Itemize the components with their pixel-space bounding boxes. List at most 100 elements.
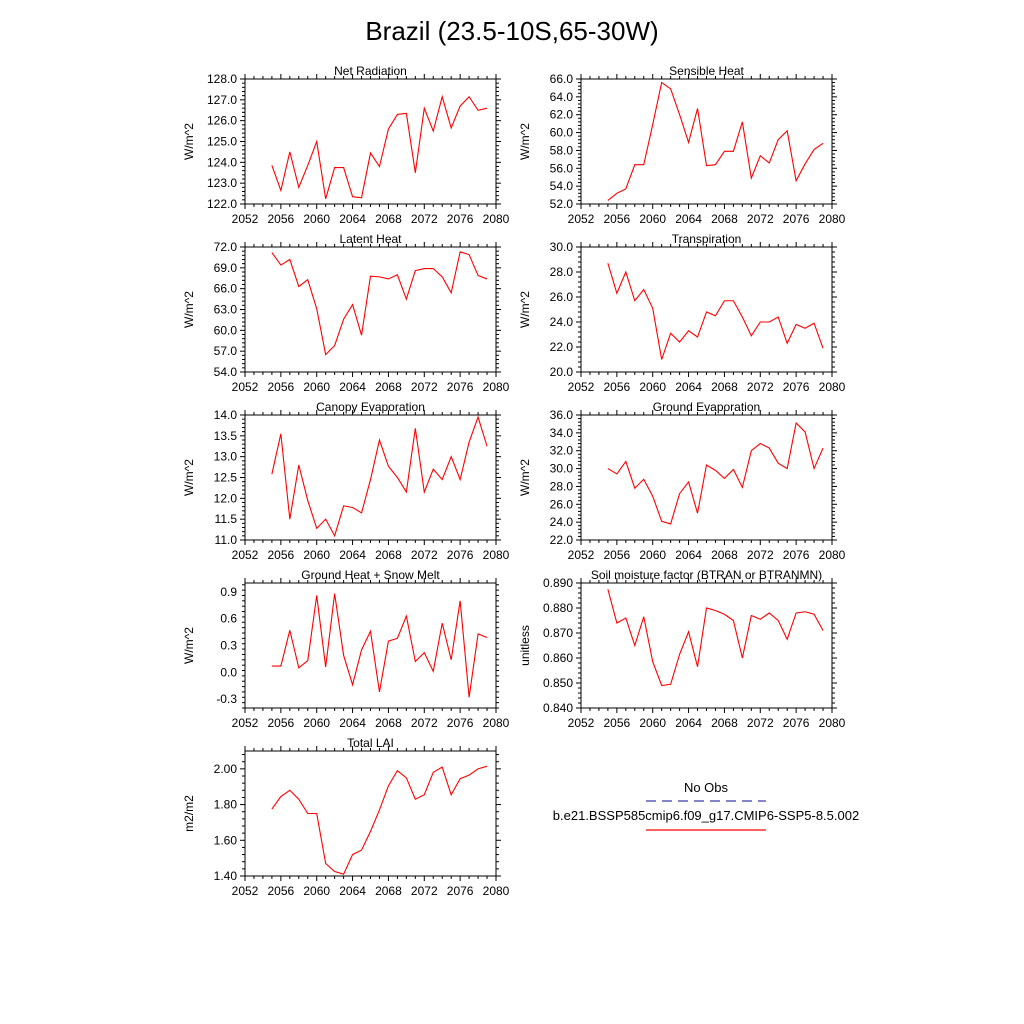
x-tick-label: 2056 [268, 212, 295, 226]
x-tick-label: 2056 [604, 212, 631, 226]
y-tick-label: 1.40 [214, 869, 238, 883]
x-tick-label: 2080 [819, 212, 846, 226]
x-tick-label: 2064 [675, 548, 702, 562]
x-tick-label: 2052 [232, 884, 259, 898]
y-tick-label: 2.00 [214, 762, 238, 776]
x-tick-label: 2052 [568, 548, 595, 562]
plot-frame-ground-heat-snow-melt [244, 582, 497, 709]
y-tick-label: 0.880 [543, 601, 573, 615]
panel-title-transpiration: Transpiration [672, 232, 742, 246]
x-tick-label: 2076 [447, 380, 474, 394]
plot-frame-soil-moisture-factor-btran-or-btranmn [580, 582, 833, 709]
y-tick-label: 69.0 [214, 261, 238, 275]
y-tick-label: 12.0 [214, 491, 238, 505]
y-tick-label: 54.0 [550, 179, 574, 193]
x-tick-label: 2052 [232, 548, 259, 562]
x-tick-label: 2060 [639, 548, 666, 562]
x-tick-label: 2064 [339, 380, 366, 394]
x-tick-label: 2060 [303, 380, 330, 394]
x-tick-label: 2080 [819, 716, 846, 730]
panel-title-sensible-heat: Sensible Heat [669, 64, 744, 78]
x-tick-label: 2060 [639, 212, 666, 226]
y-tick-label: 13.5 [214, 429, 238, 443]
y-tick-label: 22.0 [550, 533, 574, 547]
x-tick-label: 2068 [375, 380, 402, 394]
plot-frame-latent-heat [244, 246, 497, 373]
legend-label-model: b.e21.BSSP585cmip6.f09_g17.CMIP6-SSP5-8.… [553, 808, 859, 823]
x-tick-label: 2072 [411, 212, 438, 226]
y-tick-label: 28.0 [550, 479, 574, 493]
x-tick-label: 2076 [783, 716, 810, 730]
y-tick-label: 60.0 [214, 323, 238, 337]
y-tick-label: 0.870 [543, 626, 573, 640]
chart-panel-ground-heat-snow-melt: Ground Heat + Snow Melt 2052 2056 2060 2064 2… [182, 568, 510, 730]
y-tick-label: 12.5 [214, 471, 238, 485]
x-tick-label: 2072 [411, 716, 438, 730]
series-line-transpiration [607, 263, 824, 360]
x-tick-label: 2060 [639, 716, 666, 730]
y-tick-label: 57.0 [214, 344, 238, 358]
panel-title-net-radiation: Net Radiation [334, 64, 407, 78]
x-tick-label: 2068 [375, 548, 402, 562]
x-tick-label: 2072 [747, 548, 774, 562]
figure-title: Brazil (23.5-10S,65-30W) [365, 16, 658, 46]
series-line-soil-moisture-factor-btran-or-btranmn [607, 589, 824, 687]
y-axis-label-net-radiation: W/m^2 [182, 123, 196, 160]
series-line-latent-heat [271, 251, 488, 356]
y-tick-label: 64.0 [550, 90, 574, 104]
panel-title-soil-moisture-factor-btran-or-btranmn: Soil moisture factor (BTRAN or BTRANMN) [591, 568, 822, 582]
y-tick-label: 0.850 [543, 676, 573, 690]
x-tick-label: 2076 [447, 548, 474, 562]
x-tick-label: 2052 [232, 380, 259, 394]
x-tick-label: 2072 [747, 212, 774, 226]
chart-panel-sensible-heat: Sensible Heat 2052 2056 2060 2064 2068 2072 207… [518, 64, 846, 226]
y-tick-label: 1.80 [214, 798, 238, 812]
y-tick-label: 56.0 [550, 161, 574, 175]
y-tick-label: 13.0 [214, 450, 238, 464]
x-tick-label: 2056 [268, 884, 295, 898]
y-tick-label: 32.0 [550, 444, 574, 458]
x-tick-label: 2076 [783, 380, 810, 394]
y-axis-label-latent-heat: W/m^2 [182, 291, 196, 328]
x-tick-label: 2064 [339, 716, 366, 730]
y-tick-label: -0.3 [216, 692, 237, 706]
y-tick-label: 24.0 [550, 515, 574, 529]
legend-label-no-obs: No Obs [684, 780, 729, 795]
x-tick-label: 2068 [375, 716, 402, 730]
x-tick-label: 2080 [483, 212, 510, 226]
y-tick-label: 60.0 [550, 126, 574, 140]
x-tick-label: 2076 [783, 548, 810, 562]
x-tick-label: 2076 [447, 212, 474, 226]
y-tick-label: 34.0 [550, 426, 574, 440]
series-line-total-lai [271, 765, 488, 875]
x-tick-label: 2072 [411, 884, 438, 898]
x-tick-label: 2068 [711, 548, 738, 562]
panels-group: Net Radiation 2052 2056 2060 2064 2068 2072 207… [182, 64, 846, 898]
x-tick-label: 2060 [639, 380, 666, 394]
panel-title-ground-evaporation: Ground Evaporation [653, 400, 760, 414]
x-tick-label: 2068 [375, 212, 402, 226]
x-tick-label: 2072 [411, 380, 438, 394]
y-tick-label: 0.9 [220, 585, 237, 599]
y-tick-label: 124.0 [207, 155, 237, 169]
x-tick-label: 2072 [411, 548, 438, 562]
y-tick-label: 22.0 [550, 340, 574, 354]
x-tick-label: 2080 [483, 716, 510, 730]
x-tick-label: 2060 [303, 548, 330, 562]
x-tick-label: 2064 [675, 212, 702, 226]
chart-panel-net-radiation: Net Radiation 2052 2056 2060 2064 2068 2072 207… [182, 64, 510, 226]
y-axis-label-sensible-heat: W/m^2 [518, 123, 532, 160]
panel-title-canopy-evaporation: Canopy Evaporation [316, 400, 425, 414]
y-tick-label: 52.0 [550, 197, 574, 211]
x-tick-label: 2080 [483, 548, 510, 562]
chart-panel-ground-evaporation: Ground Evaporation 2052 2056 2060 2064 2068 20… [518, 400, 846, 562]
x-tick-label: 2056 [268, 548, 295, 562]
y-tick-label: 54.0 [214, 365, 238, 379]
series-line-canopy-evaporation [271, 415, 488, 538]
y-tick-label: 123.0 [207, 176, 237, 190]
y-tick-label: 0.860 [543, 651, 573, 665]
x-tick-label: 2068 [375, 884, 402, 898]
y-tick-label: 66.0 [214, 282, 238, 296]
plot-frame-net-radiation [244, 78, 497, 205]
